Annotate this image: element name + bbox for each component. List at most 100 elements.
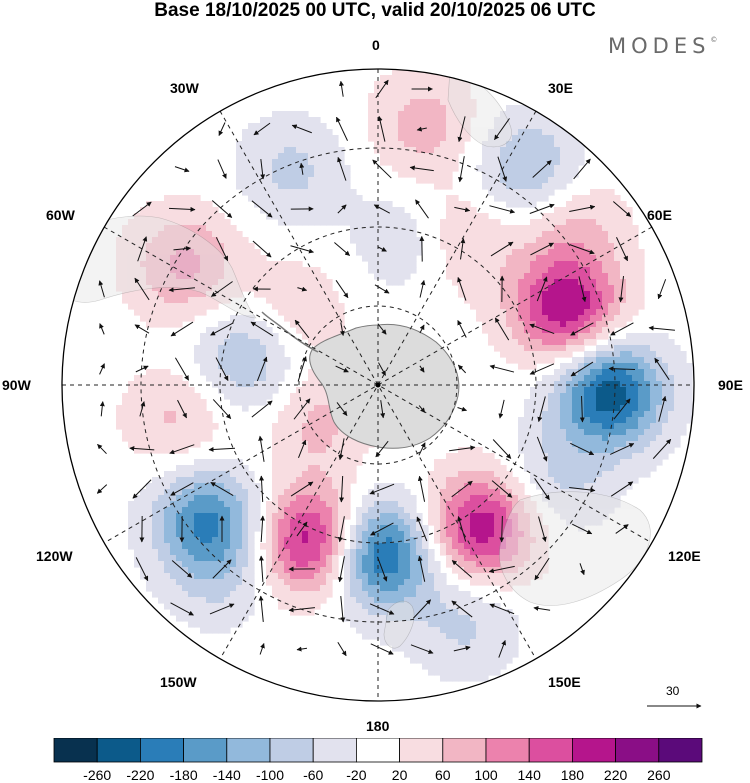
field-cell (560, 315, 567, 322)
field-cell (296, 531, 303, 538)
field-cell (188, 465, 195, 472)
field-cell (506, 483, 513, 490)
field-cell (488, 519, 495, 526)
field-cell (272, 279, 279, 286)
field-cell (464, 609, 471, 616)
field-cell (554, 303, 561, 310)
field-cell (236, 255, 243, 262)
field-cell (650, 459, 657, 466)
field-cell (446, 273, 453, 280)
field-cell (524, 357, 531, 364)
field-cell (638, 303, 645, 310)
field-cell (548, 339, 555, 346)
field-cell (194, 249, 201, 256)
field-cell (452, 279, 459, 286)
field-cell (146, 321, 153, 328)
field-cell (152, 315, 159, 322)
field-cell (272, 579, 279, 586)
field-cell (170, 321, 177, 328)
field-cell (356, 513, 363, 520)
field-cell (416, 177, 423, 184)
field-cell (530, 537, 537, 544)
field-cell (542, 273, 549, 280)
field-cell (482, 147, 489, 154)
field-cell (542, 171, 549, 178)
field-cell (584, 333, 591, 340)
field-cell (260, 351, 267, 358)
field-cell (296, 273, 303, 280)
field-cell (146, 543, 153, 550)
field-cell (260, 255, 267, 262)
field-cell (506, 255, 513, 262)
field-cell (344, 459, 351, 466)
field-cell (194, 255, 201, 262)
field-cell (584, 471, 591, 478)
field-cell (542, 381, 549, 388)
field-cell (548, 141, 555, 148)
field-cell (206, 435, 213, 442)
field-cell (536, 117, 543, 124)
field-cell (374, 597, 381, 604)
field-cell (314, 543, 321, 550)
field-cell (578, 363, 585, 370)
field-cell (380, 555, 387, 562)
field-cell (194, 561, 201, 568)
field-cell (620, 453, 627, 460)
field-cell (380, 225, 387, 232)
field-cell (524, 543, 531, 550)
field-cell (380, 585, 387, 592)
field-cell (386, 579, 393, 586)
field-cell (452, 153, 459, 160)
field-cell (434, 585, 441, 592)
field-cell (272, 543, 279, 550)
field-cell (632, 399, 639, 406)
field-cell (494, 309, 501, 316)
field-cell (632, 441, 639, 448)
field-cell (332, 435, 339, 442)
field-cell (236, 501, 243, 508)
field-cell (590, 519, 597, 526)
field-cell (530, 477, 537, 484)
field-cell (608, 393, 615, 400)
field-cell (452, 135, 459, 142)
field-cell (536, 399, 543, 406)
field-cell (284, 477, 291, 484)
field-cell (152, 585, 159, 592)
field-cell (224, 495, 231, 502)
field-cell (638, 387, 645, 394)
field-cell (170, 315, 177, 322)
field-cell (254, 135, 261, 142)
field-cell (278, 537, 285, 544)
field-cell (518, 189, 525, 196)
field-cell (626, 393, 633, 400)
field-cell (584, 243, 591, 250)
field-cell (212, 345, 219, 352)
field-cell (350, 525, 357, 532)
field-cell (602, 261, 609, 268)
field-cell (212, 537, 219, 544)
field-cell (602, 231, 609, 238)
field-cell (614, 225, 621, 232)
field-cell (614, 405, 621, 412)
field-cell (206, 375, 213, 382)
field-cell (638, 273, 645, 280)
field-cell (632, 429, 639, 436)
field-cell (260, 261, 267, 268)
field-cell (602, 189, 609, 196)
field-cell (254, 189, 261, 196)
field-cell (272, 495, 279, 502)
field-cell (416, 171, 423, 178)
field-cell (476, 561, 483, 568)
field-cell (218, 369, 225, 376)
field-cell (644, 471, 651, 478)
field-cell (542, 243, 549, 250)
field-cell (344, 597, 351, 604)
field-cell (536, 327, 543, 334)
field-cell (338, 213, 345, 220)
field-cell (122, 297, 129, 304)
field-cell (230, 543, 237, 550)
field-cell (554, 495, 561, 502)
field-cell (308, 423, 315, 430)
field-cell (176, 573, 183, 580)
field-cell (518, 363, 525, 370)
